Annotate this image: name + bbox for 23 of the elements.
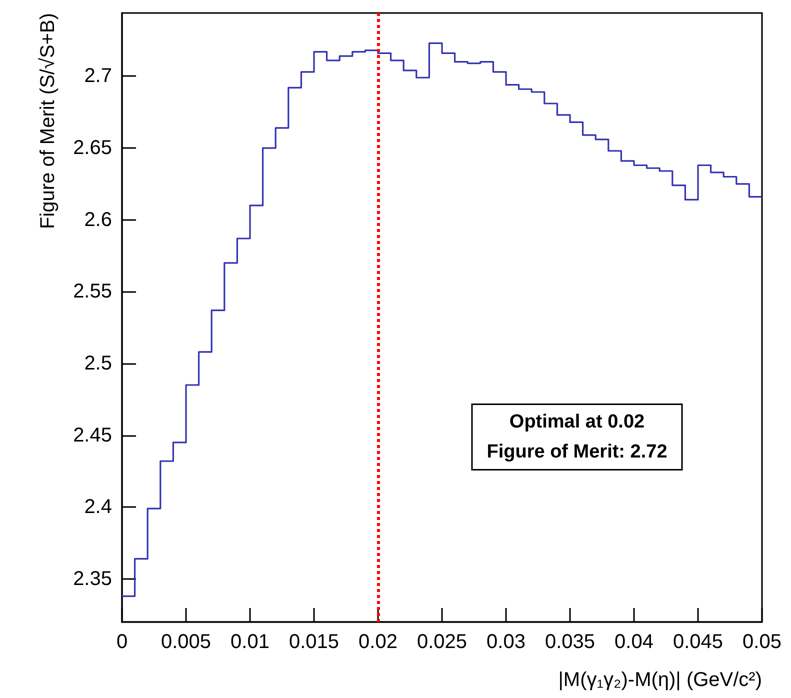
y-tick-label: 2.7 [84,65,112,88]
y-tick-label: 2.65 [73,137,112,160]
x-tick-label: 0.025 [416,631,468,653]
x-tick-label: 0.03 [486,631,526,653]
x-tick-label: 0.01 [230,631,270,653]
y-tick-label: 2.35 [73,568,112,590]
x-tick-label: 0.05 [742,631,782,653]
x-axis-title: |M(γ₁γ₂)-M(η)| (GeV/c²) [558,669,762,691]
y-tick-label: 2.55 [73,280,112,303]
y-tick-label: 2.6 [84,208,112,231]
y-tick-label: 2.5 [84,352,112,374]
x-tick-label: 0.04 [614,631,654,653]
y-tick-label: 2.4 [84,496,112,518]
x-tick-label: 0.02 [358,631,398,653]
x-tick-label: 0 [116,631,128,653]
x-tick-label: 0.035 [544,631,596,653]
x-tick-label: 0.005 [160,631,212,653]
y-tick-label: 2.45 [73,424,112,446]
annotation: Optimal at 0.02 [509,412,645,432]
annotation: Figure of Merit: 2.72 [486,442,668,462]
x-tick-label: 0.045 [672,631,724,653]
x-tick-label: 0.015 [288,631,340,653]
y-axis-title: Figure of Merit (S/√S+B) [37,13,59,230]
